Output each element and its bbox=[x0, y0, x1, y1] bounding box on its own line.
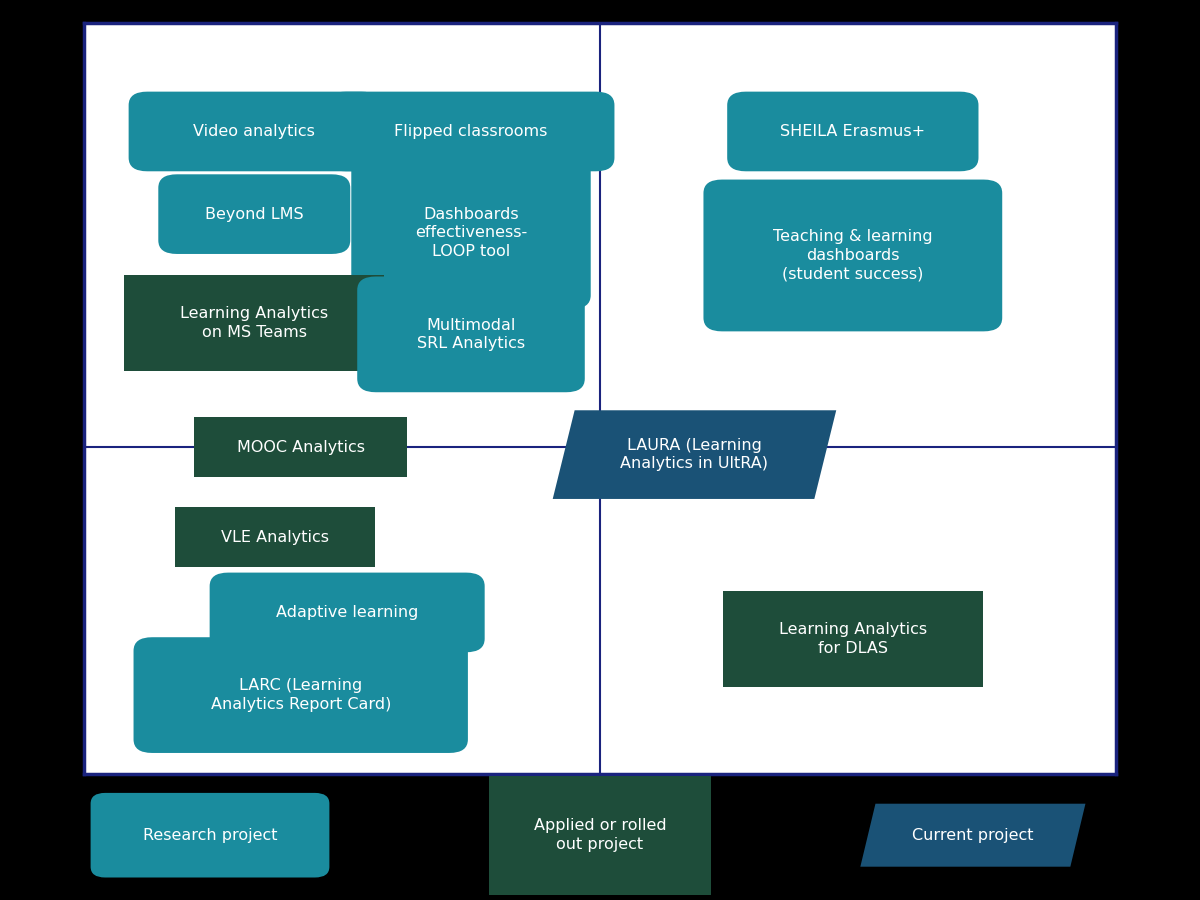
FancyBboxPatch shape bbox=[133, 637, 468, 753]
FancyBboxPatch shape bbox=[722, 590, 983, 687]
Text: Video analytics: Video analytics bbox=[193, 124, 316, 139]
Text: SHEILA Erasmus+: SHEILA Erasmus+ bbox=[780, 124, 925, 139]
Text: LAURA (Learning
Analytics in UltRA): LAURA (Learning Analytics in UltRA) bbox=[620, 437, 768, 472]
FancyBboxPatch shape bbox=[490, 776, 710, 895]
Text: LARC (Learning
Analytics Report Card): LARC (Learning Analytics Report Card) bbox=[210, 679, 391, 712]
FancyBboxPatch shape bbox=[125, 275, 384, 371]
FancyBboxPatch shape bbox=[128, 92, 380, 171]
FancyBboxPatch shape bbox=[158, 175, 350, 254]
FancyBboxPatch shape bbox=[352, 157, 590, 309]
Text: Learning Analytics
for DLAS: Learning Analytics for DLAS bbox=[779, 622, 926, 655]
Text: Adaptive learning: Adaptive learning bbox=[276, 605, 419, 620]
FancyBboxPatch shape bbox=[174, 508, 376, 567]
FancyBboxPatch shape bbox=[727, 92, 978, 171]
Text: MOOC Analytics: MOOC Analytics bbox=[236, 439, 365, 454]
FancyBboxPatch shape bbox=[358, 276, 584, 392]
Text: Dashboards
effectiveness-
LOOP tool: Dashboards effectiveness- LOOP tool bbox=[415, 207, 527, 259]
Text: Multimodal
SRL Analytics: Multimodal SRL Analytics bbox=[416, 318, 526, 351]
Text: Beyond LMS: Beyond LMS bbox=[205, 207, 304, 221]
Text: Flipped classrooms: Flipped classrooms bbox=[395, 124, 547, 139]
FancyBboxPatch shape bbox=[328, 92, 614, 171]
FancyBboxPatch shape bbox=[194, 417, 407, 477]
FancyBboxPatch shape bbox=[703, 180, 1002, 331]
Polygon shape bbox=[860, 804, 1086, 867]
Text: Research project: Research project bbox=[143, 828, 277, 842]
Text: VLE Analytics: VLE Analytics bbox=[221, 530, 329, 544]
FancyBboxPatch shape bbox=[210, 572, 485, 652]
Text: Teaching & learning
dashboards
(student success): Teaching & learning dashboards (student … bbox=[773, 230, 932, 282]
Text: Learning Analytics
on MS Teams: Learning Analytics on MS Teams bbox=[180, 306, 329, 340]
FancyBboxPatch shape bbox=[91, 793, 329, 878]
Text: Applied or rolled
out project: Applied or rolled out project bbox=[534, 818, 666, 852]
Polygon shape bbox=[553, 410, 836, 499]
Text: Current project: Current project bbox=[912, 828, 1033, 842]
